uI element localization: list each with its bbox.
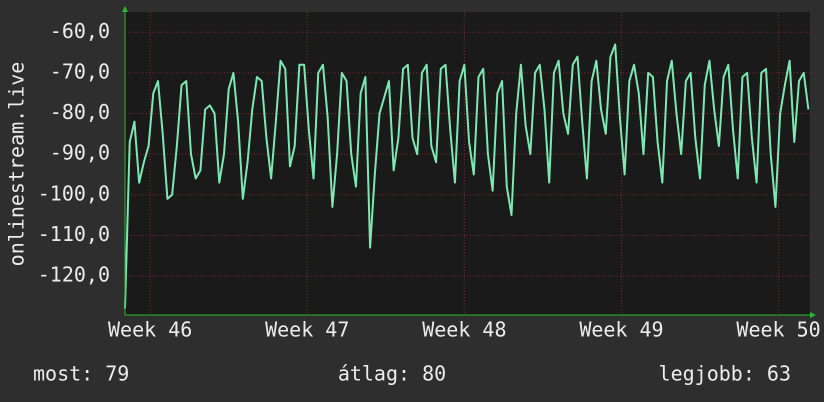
y-tick-label: -100,0 xyxy=(38,181,110,205)
data-line xyxy=(124,43,810,309)
x-tick-label: Week 50 xyxy=(736,318,820,342)
y-tick-label: -60,0 xyxy=(50,19,110,43)
footer-best: legjobb: 63 xyxy=(659,362,791,386)
y-tick-label: -110,0 xyxy=(38,222,110,246)
plot-area xyxy=(125,12,810,315)
axis-arrow xyxy=(122,6,128,12)
y-tick-label: -80,0 xyxy=(50,100,110,124)
y-tick-label: -70,0 xyxy=(50,59,110,83)
x-tick-label: Week 47 xyxy=(265,318,349,342)
footer-current: most: 79 xyxy=(33,362,129,386)
marks xyxy=(124,43,810,309)
y-tick-label: -120,0 xyxy=(38,263,110,287)
footer-average: átlag: 80 xyxy=(338,362,446,386)
x-tick-label: Week 48 xyxy=(422,318,506,342)
y-tick-label: -90,0 xyxy=(50,141,110,165)
y-axis-label: onlinestream.live xyxy=(5,62,29,267)
x-tick-label: Week 49 xyxy=(579,318,663,342)
x-tick-label: Week 46 xyxy=(108,318,192,342)
axis-arrow xyxy=(810,312,816,318)
